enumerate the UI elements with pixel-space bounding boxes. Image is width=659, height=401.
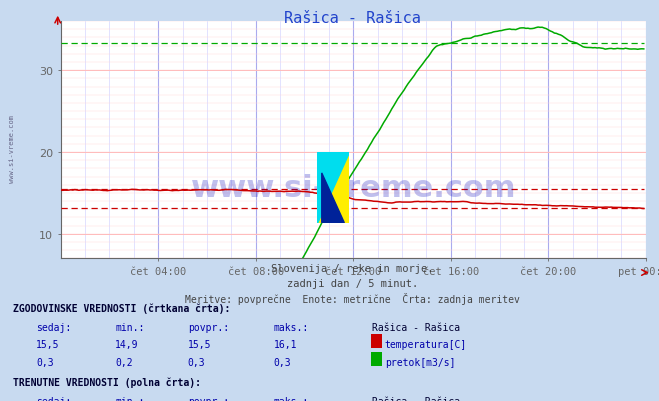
Text: 0,3: 0,3: [273, 357, 291, 367]
Text: 15,5: 15,5: [188, 340, 212, 350]
Text: 14,9: 14,9: [115, 340, 139, 350]
Text: min.:: min.:: [115, 396, 145, 401]
Text: 16,1: 16,1: [273, 340, 297, 350]
Text: 0,3: 0,3: [36, 357, 54, 367]
Text: povpr.:: povpr.:: [188, 322, 229, 332]
Text: www.si-vreme.com: www.si-vreme.com: [190, 173, 516, 202]
Text: maks.:: maks.:: [273, 396, 308, 401]
Text: Meritve: povprečne  Enote: metrične  Črta: zadnja meritev: Meritve: povprečne Enote: metrične Črta:…: [185, 293, 520, 305]
Text: ZGODOVINSKE VREDNOSTI (črtkana črta):: ZGODOVINSKE VREDNOSTI (črtkana črta):: [13, 303, 231, 313]
Text: Rašica - Rašica: Rašica - Rašica: [284, 11, 421, 26]
Text: Slovenija / reke in morje.: Slovenija / reke in morje.: [272, 263, 434, 273]
Text: maks.:: maks.:: [273, 322, 308, 332]
Text: zadnji dan / 5 minut.: zadnji dan / 5 minut.: [287, 278, 418, 288]
Text: temperatura[C]: temperatura[C]: [385, 340, 467, 350]
Text: www.si-vreme.com: www.si-vreme.com: [9, 114, 14, 182]
Text: povpr.:: povpr.:: [188, 396, 229, 401]
Text: Rašica - Rašica: Rašica - Rašica: [372, 322, 461, 332]
Text: Rašica - Rašica: Rašica - Rašica: [372, 396, 461, 401]
Text: TRENUTNE VREDNOSTI (polna črta):: TRENUTNE VREDNOSTI (polna črta):: [13, 377, 201, 387]
Text: 0,2: 0,2: [115, 357, 133, 367]
Text: pretok[m3/s]: pretok[m3/s]: [385, 357, 455, 367]
Text: min.:: min.:: [115, 322, 145, 332]
Text: sedaj:: sedaj:: [36, 322, 71, 332]
Text: 15,5: 15,5: [36, 340, 60, 350]
Text: 0,3: 0,3: [188, 357, 206, 367]
Text: sedaj:: sedaj:: [36, 396, 71, 401]
